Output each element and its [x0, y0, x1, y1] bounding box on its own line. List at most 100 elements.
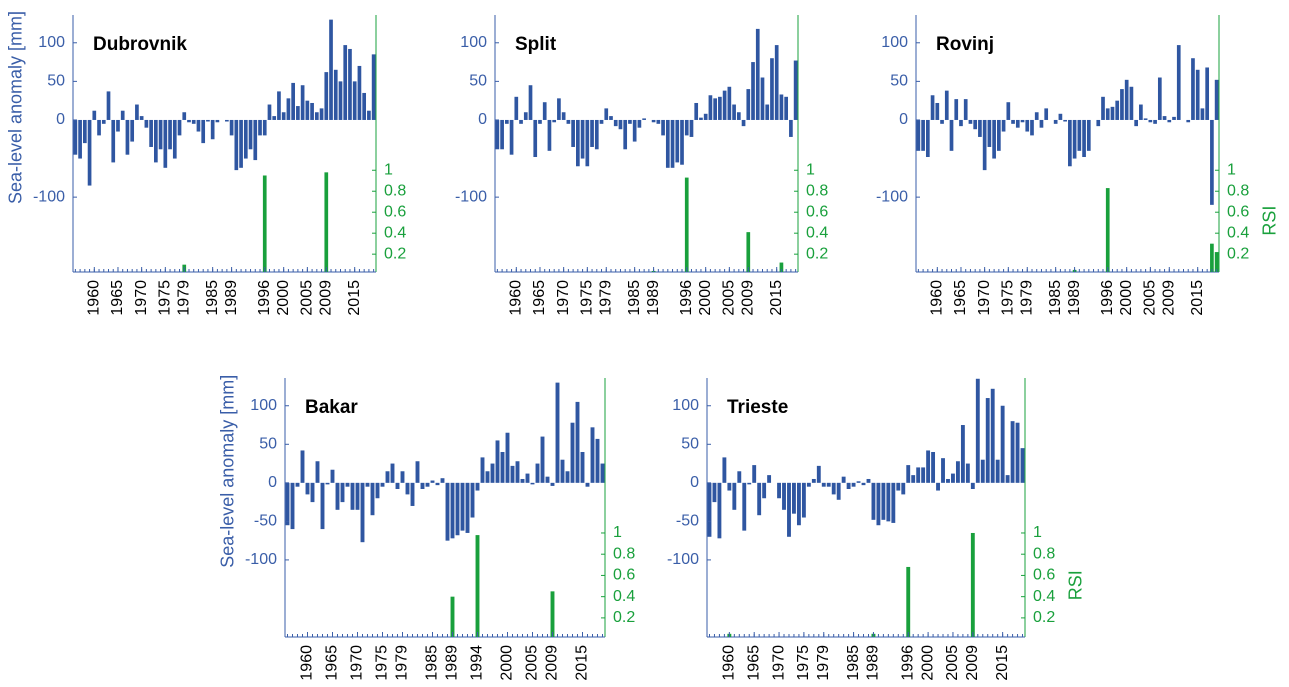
- bar: [385, 471, 390, 483]
- y-tick-label: 0: [690, 474, 699, 491]
- bar: [480, 457, 485, 483]
- bar: [997, 119, 1001, 151]
- bar: [670, 119, 675, 168]
- bar: [450, 482, 455, 539]
- bar: [425, 482, 430, 487]
- bar: [514, 96, 519, 120]
- bar: [712, 482, 717, 503]
- bar: [580, 119, 585, 159]
- x-tick-label: 1960: [299, 645, 316, 681]
- x-tick-label: 1989: [223, 280, 240, 316]
- bar: [1191, 58, 1195, 120]
- bar: [1082, 119, 1086, 158]
- x-tick-label: 1979: [1018, 280, 1035, 316]
- bar: [325, 482, 330, 485]
- y-tick-label: 100: [250, 397, 277, 414]
- bar: [1011, 119, 1015, 124]
- bar: [1096, 119, 1101, 127]
- y-tick-label: 0: [899, 111, 908, 128]
- bar: [1162, 116, 1167, 120]
- bar: [535, 463, 540, 483]
- bar: [980, 459, 985, 483]
- bar: [985, 398, 990, 483]
- rsi-bar: [779, 262, 784, 272]
- bar: [172, 119, 177, 159]
- bar: [343, 45, 348, 120]
- bar: [580, 452, 585, 483]
- x-tick-label: 1985: [626, 280, 643, 316]
- bar: [360, 482, 365, 543]
- bar: [97, 119, 101, 136]
- bar: [736, 112, 741, 120]
- bar: [727, 482, 732, 491]
- bar: [239, 119, 243, 168]
- x-tick-label: 1965: [324, 645, 341, 681]
- bar: [651, 119, 656, 123]
- y-tick-label: 100: [38, 34, 65, 51]
- x-tick-label: 1979: [394, 645, 411, 681]
- bar: [694, 102, 699, 120]
- x-tick-label: 2009: [544, 645, 561, 681]
- bar: [782, 482, 786, 510]
- bar: [1053, 119, 1058, 124]
- bar: [995, 459, 1000, 483]
- bar: [767, 475, 772, 483]
- bar: [975, 378, 980, 483]
- bar: [741, 119, 746, 127]
- bar: [982, 119, 987, 171]
- bar: [595, 438, 600, 483]
- bar: [191, 119, 196, 124]
- x-tick-label: 1979: [815, 645, 832, 681]
- bar: [547, 119, 552, 151]
- bar: [290, 482, 295, 530]
- bar: [1025, 119, 1030, 132]
- bar: [846, 482, 851, 489]
- y-tick-label: 50: [47, 73, 65, 90]
- bar: [1200, 108, 1205, 120]
- bar: [319, 108, 324, 120]
- bar: [300, 450, 305, 483]
- bar: [258, 119, 262, 136]
- bar: [229, 119, 234, 136]
- bar: [410, 482, 415, 506]
- bar: [816, 465, 821, 483]
- bar: [722, 90, 727, 120]
- bar: [642, 118, 646, 120]
- bar: [335, 482, 340, 510]
- bar: [992, 119, 996, 159]
- bar: [590, 119, 594, 147]
- bar: [742, 482, 747, 531]
- bar: [405, 482, 410, 495]
- bar: [465, 482, 470, 533]
- y-tick-label: -100: [245, 551, 277, 568]
- bar: [158, 119, 163, 150]
- bar: [253, 119, 258, 161]
- x-tick-label: 1996: [256, 280, 273, 316]
- bar: [87, 119, 92, 186]
- bar: [101, 119, 106, 124]
- bar: [851, 482, 856, 487]
- y2-tick-label: 0.2: [613, 609, 635, 626]
- y2-tick-label: 0.8: [1033, 545, 1055, 562]
- bar: [355, 482, 360, 510]
- bar: [585, 482, 590, 487]
- bar: [248, 119, 253, 150]
- y2-tick-label: 0.4: [613, 588, 635, 605]
- bar: [604, 108, 609, 120]
- bar: [243, 119, 248, 159]
- bar: [149, 119, 153, 147]
- x-tick-label: 1970: [555, 280, 572, 316]
- bar: [590, 427, 595, 483]
- bar: [168, 119, 172, 150]
- y2-tick-label: 0.6: [1227, 203, 1249, 220]
- bar: [509, 119, 514, 155]
- bar: [395, 482, 400, 489]
- bar: [1214, 79, 1219, 120]
- y-axis-label: Sea-level anomaly [mm]: [218, 375, 238, 568]
- bar: [500, 452, 505, 483]
- y2-axis-label: RSI: [1260, 206, 1280, 236]
- bar: [73, 119, 78, 155]
- bar: [826, 482, 831, 487]
- y-tick-label: 100: [881, 34, 908, 51]
- bar: [206, 119, 210, 122]
